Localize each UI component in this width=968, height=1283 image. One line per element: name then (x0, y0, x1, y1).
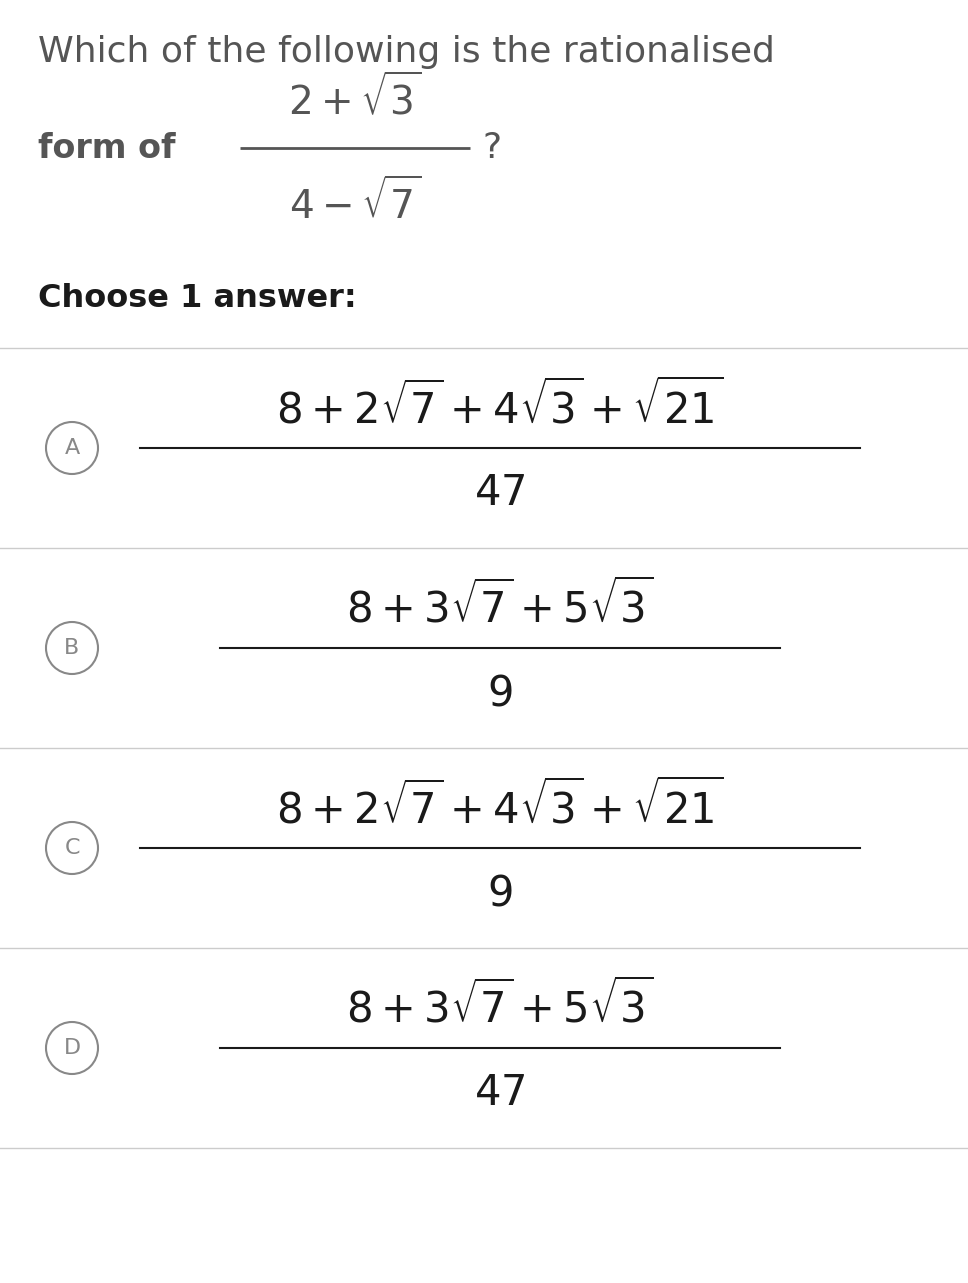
Text: A: A (65, 438, 79, 458)
Text: $8 + 2\sqrt{7} + 4\sqrt{3} + \sqrt{21}$: $8 + 2\sqrt{7} + 4\sqrt{3} + \sqrt{21}$ (277, 780, 724, 833)
Text: $8 + 3\sqrt{7} + 5\sqrt{3}$: $8 + 3\sqrt{7} + 5\sqrt{3}$ (347, 980, 653, 1032)
Text: $8 + 2\sqrt{7} + 4\sqrt{3} + \sqrt{21}$: $8 + 2\sqrt{7} + 4\sqrt{3} + \sqrt{21}$ (277, 380, 724, 432)
Text: $47$: $47$ (474, 472, 526, 514)
Text: Choose 1 answer:: Choose 1 answer: (38, 284, 357, 314)
Text: $9$: $9$ (487, 872, 513, 913)
Text: $9$: $9$ (487, 672, 513, 715)
Text: C: C (64, 838, 79, 858)
Text: $8 + 3\sqrt{7} + 5\sqrt{3}$: $8 + 3\sqrt{7} + 5\sqrt{3}$ (347, 580, 653, 631)
Text: $2 + \sqrt{3}$: $2 + \sqrt{3}$ (288, 73, 422, 122)
Text: B: B (65, 638, 79, 658)
Text: ?: ? (482, 131, 501, 166)
Text: D: D (64, 1038, 80, 1058)
Text: Which of the following is the rationalised: Which of the following is the rationalis… (38, 35, 774, 69)
Text: $47$: $47$ (474, 1073, 526, 1114)
Text: form of: form of (38, 131, 175, 164)
Text: $4 - \sqrt{7}$: $4 - \sqrt{7}$ (289, 178, 421, 227)
